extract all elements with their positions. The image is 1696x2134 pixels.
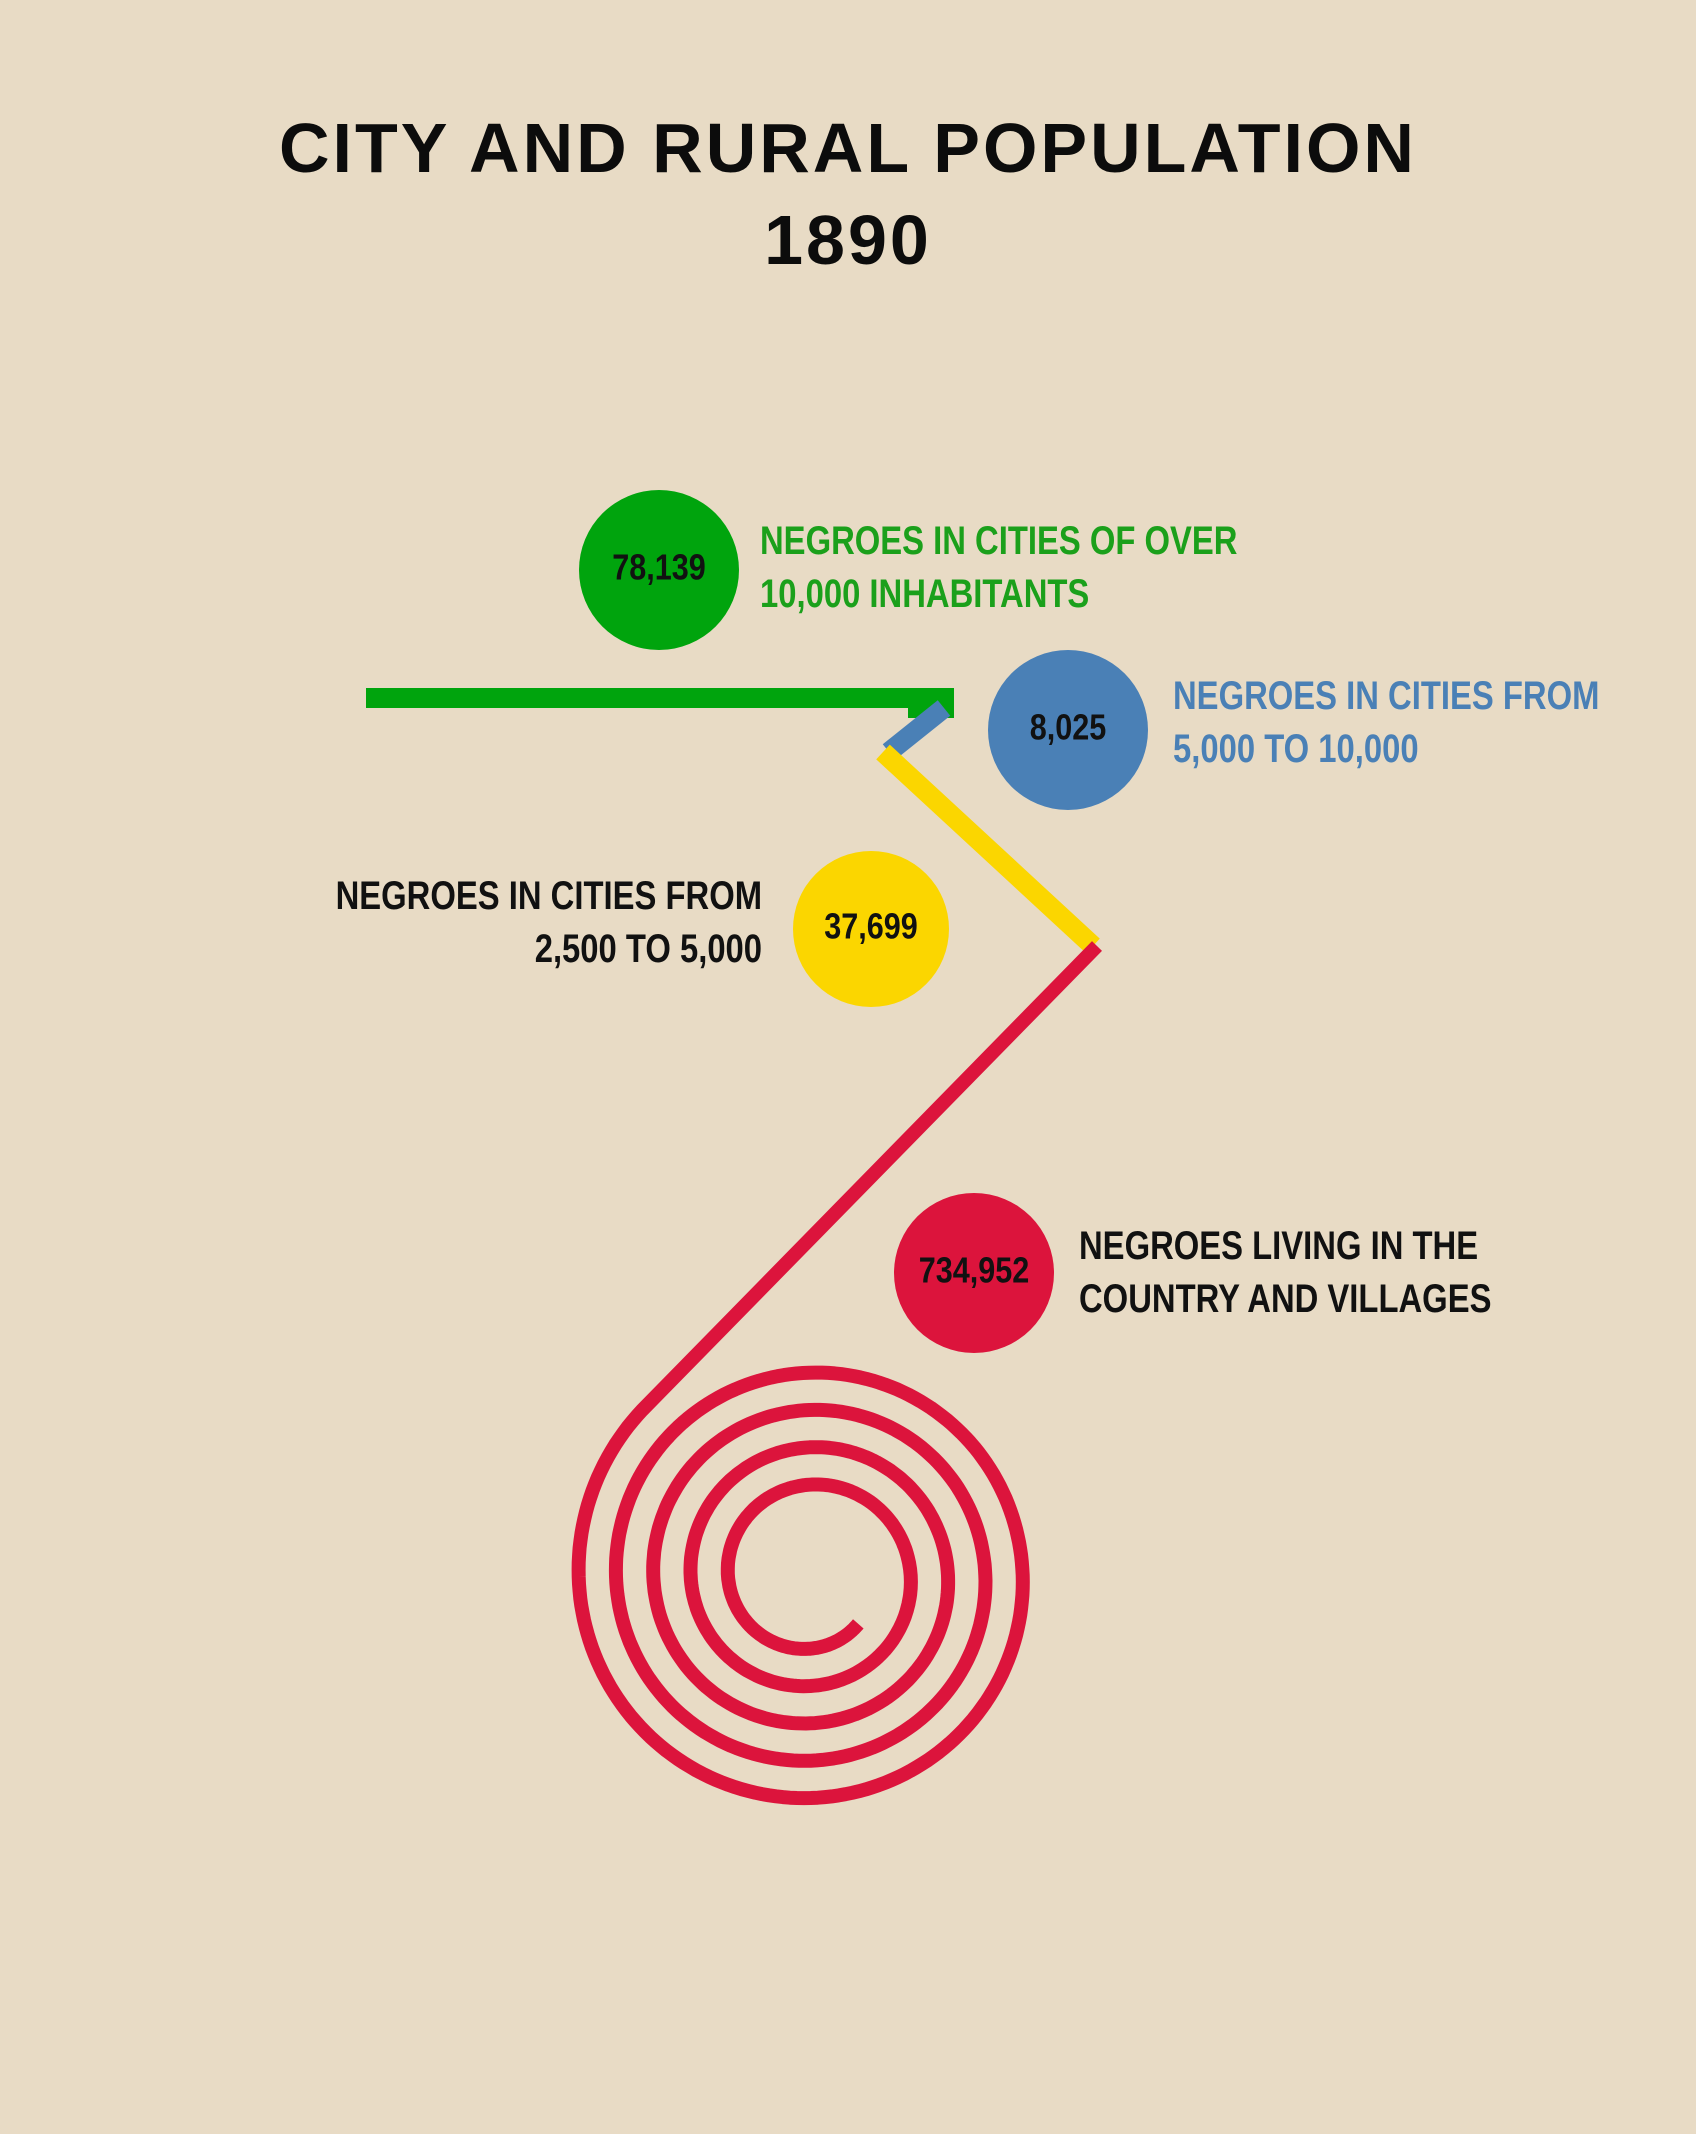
bubble-value: 734,952 [919,1251,1030,1291]
bubble-circle [793,851,949,1007]
bubble-circle [988,650,1148,810]
bubble-value: 8,025 [1030,708,1107,748]
bubble-cities-over-10000: 78,139 [579,490,739,650]
bubble-value: 37,699 [824,907,918,947]
label-cities-over-10000: NEGROES IN CITIES OF OVER 10,000 INHABIT… [760,515,1237,621]
bubble-circle [579,490,739,650]
bubble-cities-5000-10000: 8,025 [988,650,1148,810]
path-segment-cities-5000-10000 [882,700,951,760]
label-line: NEGROES LIVING IN THE [1079,1224,1479,1268]
label-line: 10,000 INHABITANTS [760,572,1090,616]
bubble-value: 78,139 [612,548,706,588]
chart-title-line1: CITY AND RURAL POPULATION [279,109,1417,187]
label-cities-2500-5000: NEGROES IN CITIES FROM 2,500 TO 5,000 [336,870,762,976]
population-path [366,688,1102,1806]
bubble-country-villages: 734,952 [894,1193,1054,1353]
chart-title-year: 1890 [764,201,932,279]
path-segment-cities-2500-5000 [876,744,1100,954]
label-line: COUNTRY AND VILLAGES [1079,1277,1492,1321]
label-line: NEGROES IN CITIES OF OVER [760,519,1238,563]
path-segment-cities-over-10000 [366,688,954,718]
label-country-villages: NEGROES LIVING IN THE COUNTRY AND VILLAG… [1079,1220,1491,1326]
bubble-cities-2500-5000: 37,699 [793,851,949,1007]
label-line: 2,500 TO 5,000 [534,927,762,971]
label-line: NEGROES IN CITIES FROM [1173,674,1600,718]
label-line: NEGROES IN CITIES FROM [335,874,762,918]
label-cities-5000-10000: NEGROES IN CITIES FROM 5,000 TO 10,000 [1173,670,1599,776]
label-line: 5,000 TO 10,000 [1173,727,1419,771]
bubble-circle [894,1193,1054,1353]
path-segment-country-villages [571,941,1102,1806]
